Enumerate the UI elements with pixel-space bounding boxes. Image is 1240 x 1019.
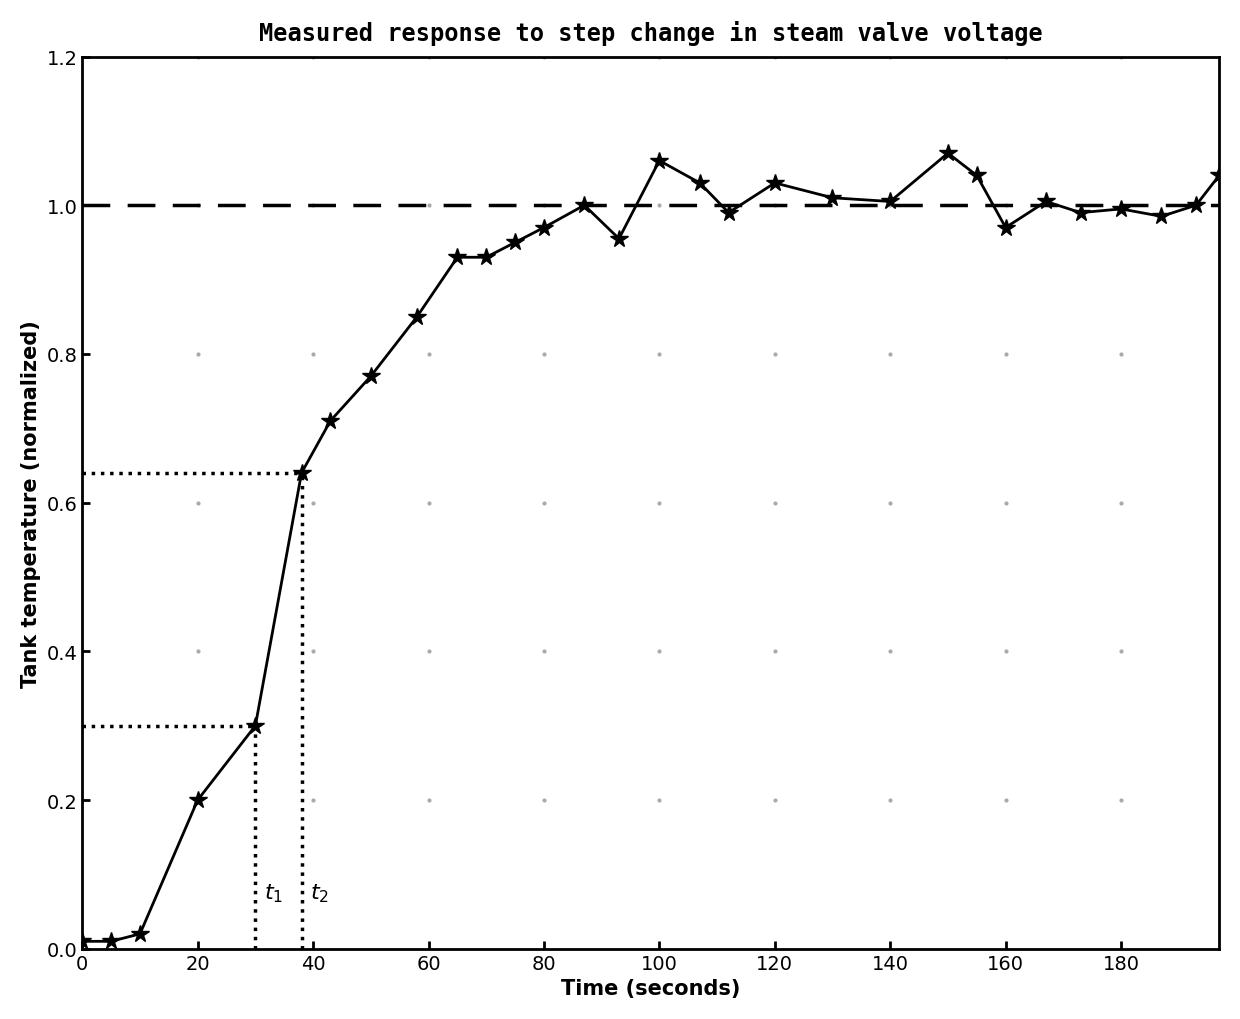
Y-axis label: Tank temperature (normalized): Tank temperature (normalized) <box>21 319 41 687</box>
Title: Measured response to step change in steam valve voltage: Measured response to step change in stea… <box>259 20 1043 46</box>
X-axis label: Time (seconds): Time (seconds) <box>560 978 740 999</box>
Text: $t_1$: $t_1$ <box>264 881 283 904</box>
Text: $t_2$: $t_2$ <box>310 881 329 904</box>
